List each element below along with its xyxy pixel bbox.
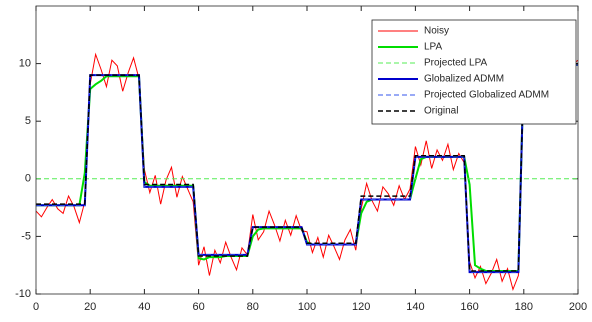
series-line — [36, 62, 578, 272]
y-tick-label: 10 — [19, 58, 31, 70]
series-line — [36, 64, 578, 273]
x-tick-label: 180 — [515, 301, 533, 313]
legend-label: Projected LPA — [424, 58, 488, 69]
y-tick-label: 5 — [25, 115, 31, 127]
x-tick-label: 120 — [352, 301, 370, 313]
series-line — [36, 51, 578, 292]
x-tick-label: 0 — [33, 301, 39, 313]
legend-label: Original — [424, 106, 458, 117]
y-tick-label: 0 — [25, 173, 31, 185]
axes-box — [35, 5, 579, 295]
x-tick-label: 160 — [460, 301, 478, 313]
plot-lines — [36, 51, 578, 292]
legend-label: LPA — [424, 42, 442, 53]
x-tick-label: 200 — [569, 301, 587, 313]
legend-label: Noisy — [424, 26, 449, 37]
x-tick-label: 80 — [247, 301, 259, 313]
y-tick-label: -10 — [15, 288, 31, 300]
x-tick-label: 140 — [406, 301, 424, 313]
x-tick-label: 20 — [84, 301, 96, 313]
y-tick-label: -5 — [21, 230, 31, 242]
x-tick-label: 60 — [192, 301, 204, 313]
legend-label: Globalized ADMM — [424, 74, 504, 85]
x-tick-label: 100 — [298, 301, 316, 313]
legend-label: Projected Globalized ADMM — [424, 90, 549, 101]
legend-box — [371, 19, 577, 125]
x-tick-label: 40 — [138, 301, 150, 313]
